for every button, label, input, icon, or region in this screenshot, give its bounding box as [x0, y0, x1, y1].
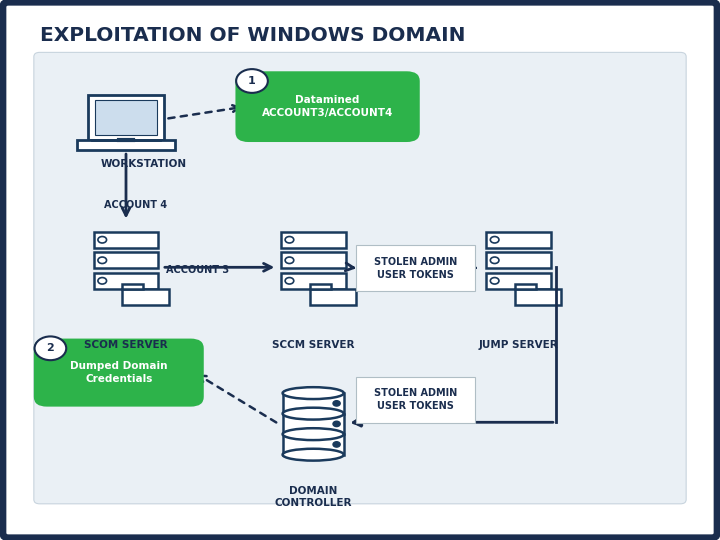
Text: ACCOUNT 3: ACCOUNT 3: [166, 265, 232, 275]
Bar: [283, 393, 344, 455]
FancyBboxPatch shape: [486, 273, 551, 289]
Text: Datamined
ACCOUNT3/ACCOUNT4: Datamined ACCOUNT3/ACCOUNT4: [262, 96, 393, 118]
Circle shape: [333, 401, 340, 406]
FancyBboxPatch shape: [356, 377, 475, 422]
Text: 2: 2: [47, 343, 54, 353]
FancyBboxPatch shape: [515, 289, 562, 305]
FancyBboxPatch shape: [310, 289, 356, 305]
Text: SCCM SERVER: SCCM SERVER: [272, 340, 354, 350]
FancyBboxPatch shape: [94, 232, 158, 248]
FancyBboxPatch shape: [281, 252, 346, 268]
Ellipse shape: [282, 449, 344, 461]
Text: EXPLOITATION OF WINDOWS DOMAIN: EXPLOITATION OF WINDOWS DOMAIN: [40, 25, 465, 45]
Circle shape: [35, 336, 66, 360]
Text: STOLEN ADMIN
USER TOKENS: STOLEN ADMIN USER TOKENS: [374, 388, 457, 411]
FancyBboxPatch shape: [34, 339, 204, 407]
FancyBboxPatch shape: [235, 71, 420, 142]
FancyBboxPatch shape: [34, 52, 686, 504]
Text: WORKSTATION: WORKSTATION: [101, 159, 187, 170]
FancyBboxPatch shape: [95, 100, 157, 135]
FancyBboxPatch shape: [122, 284, 143, 289]
Ellipse shape: [282, 387, 344, 399]
Text: JUMP SERVER: JUMP SERVER: [479, 340, 558, 350]
FancyBboxPatch shape: [77, 140, 175, 150]
FancyBboxPatch shape: [281, 273, 346, 289]
Text: DOMAIN
CONTROLLER: DOMAIN CONTROLLER: [274, 486, 352, 508]
Circle shape: [236, 69, 268, 93]
Text: Dumped Domain
Credentials: Dumped Domain Credentials: [70, 361, 168, 384]
FancyBboxPatch shape: [486, 252, 551, 268]
FancyBboxPatch shape: [89, 94, 163, 140]
FancyBboxPatch shape: [94, 252, 158, 268]
FancyBboxPatch shape: [310, 284, 330, 289]
FancyBboxPatch shape: [515, 284, 536, 289]
FancyBboxPatch shape: [3, 2, 717, 538]
Text: ACCOUNT 4: ACCOUNT 4: [104, 200, 168, 210]
FancyBboxPatch shape: [94, 273, 158, 289]
FancyBboxPatch shape: [356, 245, 475, 292]
Circle shape: [333, 421, 340, 427]
Text: SCOM SERVER: SCOM SERVER: [84, 340, 168, 350]
Circle shape: [333, 442, 340, 447]
FancyBboxPatch shape: [486, 232, 551, 248]
Text: 1: 1: [248, 76, 256, 86]
Ellipse shape: [282, 408, 344, 420]
FancyBboxPatch shape: [281, 232, 346, 248]
FancyBboxPatch shape: [122, 289, 169, 305]
Text: STOLEN ADMIN
USER TOKENS: STOLEN ADMIN USER TOKENS: [374, 257, 457, 280]
Ellipse shape: [282, 428, 344, 440]
